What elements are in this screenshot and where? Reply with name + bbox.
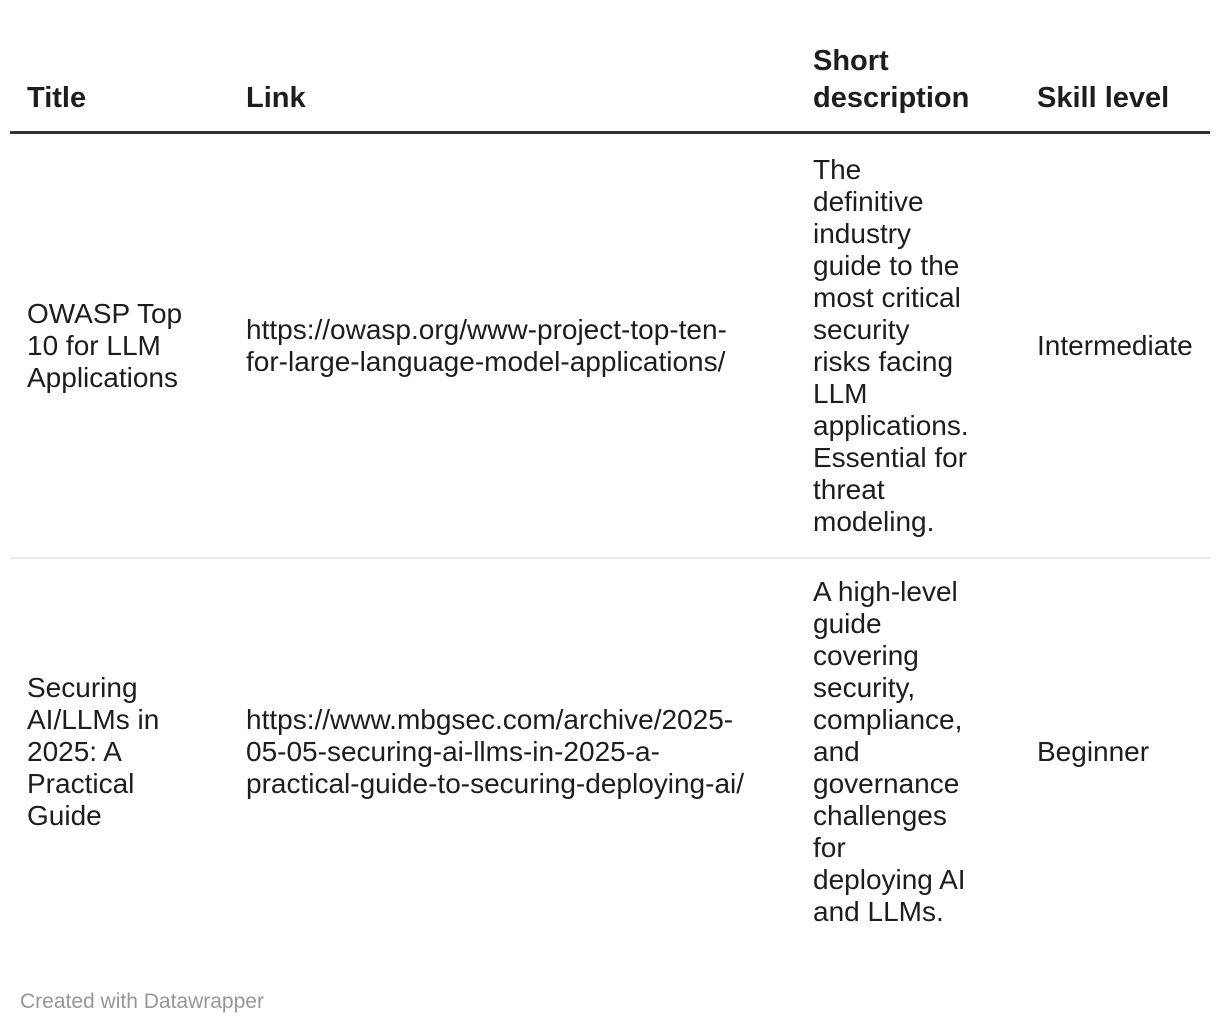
cell-skill-level: Beginner bbox=[1037, 735, 1150, 767]
cell-link: https://owasp.org/www-project-top-ten- f… bbox=[229, 134, 796, 559]
col-header-title: Title bbox=[10, 0, 229, 134]
cell-link: https://www.mbgsec.com/archive/2025- 05-… bbox=[246, 703, 745, 799]
col-header-link: Link bbox=[229, 0, 796, 134]
col-header-skill-level: Skill level bbox=[1020, 0, 1210, 134]
datawrapper-credit-link[interactable]: Created with Datawrapper bbox=[20, 990, 264, 1013]
datawrapper-table-chart: Title Link Short description Skill level… bbox=[10, 0, 1210, 1014]
table-row: Securing AI/LLMs in 2025: A Practical Gu… bbox=[10, 559, 1210, 944]
table-row: OWASP Top 10 for LLM Applications https:… bbox=[10, 134, 1210, 559]
cell-short-description: The definitive industry guide to the mos… bbox=[796, 134, 1020, 559]
header-row: Title Link Short description Skill level bbox=[10, 0, 1210, 134]
cell-title: OWASP Top 10 for LLM Applications bbox=[10, 134, 229, 559]
resources-table: Title Link Short description Skill level… bbox=[10, 0, 1210, 944]
col-header-short-description: Short description bbox=[796, 0, 1020, 134]
cell-short-description: A high-level guide covering security, co… bbox=[813, 575, 966, 927]
cell-skill-level: Intermediate bbox=[1020, 134, 1210, 559]
cell-title: Securing AI/LLMs in 2025: A Practical Gu… bbox=[27, 671, 160, 831]
